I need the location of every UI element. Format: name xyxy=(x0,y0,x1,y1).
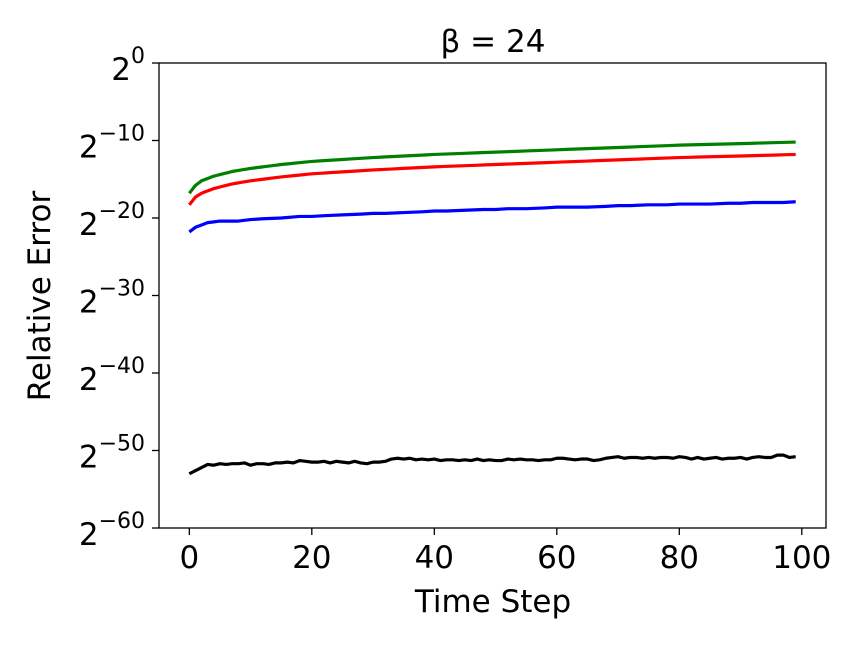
y-tick-label: 2−60 xyxy=(79,509,145,553)
x-tick-label: 80 xyxy=(660,540,699,576)
x-tick-label: 60 xyxy=(537,540,576,576)
plot-lines xyxy=(188,140,796,476)
y-tick-label: 2−40 xyxy=(79,354,145,398)
y-tick-label: 2−50 xyxy=(79,432,145,476)
plot-frame xyxy=(158,62,827,529)
y-axis-label: Relative Error xyxy=(22,191,58,402)
x-ticks: 0 20 40 60 80 100 xyxy=(179,528,831,576)
y-tick-label: 2−10 xyxy=(79,122,145,166)
x-tick-label: 40 xyxy=(415,540,454,576)
y-tick-label: 20 xyxy=(111,44,145,88)
y-tick-label: 2−30 xyxy=(79,277,145,321)
x-tick-label: 20 xyxy=(292,540,331,576)
series-line-2 xyxy=(188,152,796,206)
series-line-4 xyxy=(188,453,796,476)
x-axis-label: Time Step xyxy=(414,584,571,620)
y-tick-label: 2−20 xyxy=(79,199,145,243)
x-tick-label: 0 xyxy=(179,540,199,576)
series-line-3 xyxy=(188,200,796,234)
series-line-1 xyxy=(188,140,796,195)
x-tick-label: 100 xyxy=(772,540,831,576)
chart-title: β = 24 xyxy=(441,24,546,60)
y-ticks: 20 2−10 2−20 2−30 2−40 2−50 2−60 xyxy=(79,44,159,553)
